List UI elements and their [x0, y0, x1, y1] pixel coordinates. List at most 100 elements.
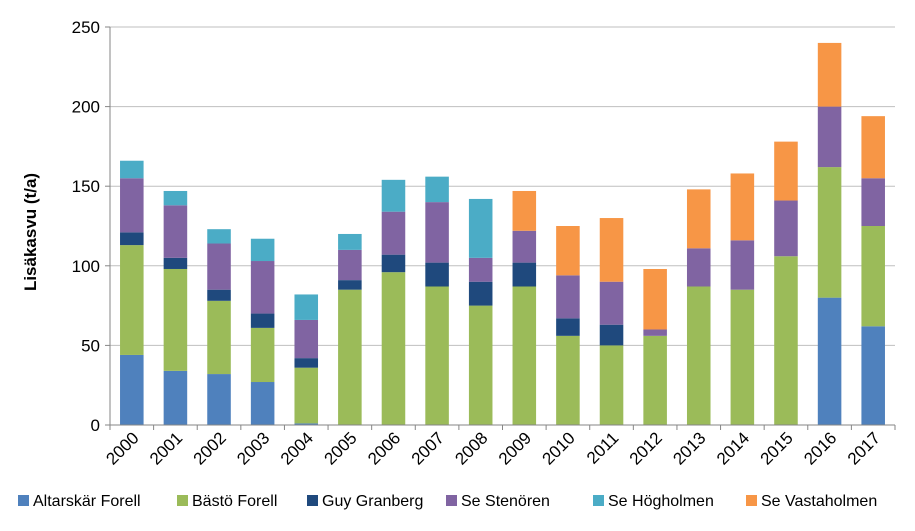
bar-segment	[381, 272, 406, 425]
x-tick-label: 2002	[190, 428, 230, 468]
bar-segment	[381, 211, 406, 255]
bar-segment	[861, 326, 885, 425]
x-tick-label: 2004	[277, 428, 317, 468]
bar-segment	[556, 318, 580, 336]
gridlines	[110, 26, 895, 346]
bar-segment	[861, 116, 885, 179]
bar-segment	[250, 238, 275, 262]
x-tick-label: 2012	[626, 428, 666, 468]
legend-label: Guy Granberg	[322, 493, 423, 510]
bar-segment	[207, 289, 231, 301]
legend-label: Se Vastaholmen	[761, 493, 877, 510]
bar-segment	[556, 226, 580, 276]
x-tick-label: 2017	[844, 428, 884, 468]
bar-segment	[468, 281, 493, 306]
bar-segment	[338, 249, 362, 281]
bars	[120, 42, 885, 425]
bar-segment	[425, 262, 449, 287]
x-tick-label: 2001	[146, 428, 186, 468]
bar-segment	[425, 202, 449, 263]
bar-segment	[686, 248, 711, 287]
legend-label: Altarskär Forell	[33, 493, 141, 510]
bar-segment	[250, 327, 275, 383]
bar-segment	[338, 289, 362, 425]
x-tick-label: 2005	[321, 428, 361, 468]
bar-segment	[643, 329, 667, 336]
bar-segment	[468, 198, 493, 258]
y-tick-label: 100	[72, 257, 100, 276]
bar-segment	[120, 160, 144, 179]
x-tick-label: 2000	[102, 428, 142, 468]
bar-segment	[861, 178, 885, 226]
legend-swatch	[593, 495, 604, 506]
bar-segment	[163, 190, 188, 206]
bar-segment	[294, 367, 319, 424]
bar-segment	[599, 281, 624, 325]
bar-segment	[250, 261, 275, 314]
x-tick-label: 2007	[408, 428, 448, 468]
bar-segment	[643, 268, 667, 330]
bar-segment	[774, 256, 798, 425]
bar-segment	[643, 335, 667, 425]
bar-segment	[468, 305, 493, 425]
legend-label: Se Stenören	[461, 493, 550, 510]
bar-segment	[425, 286, 449, 425]
bar-segment	[556, 275, 580, 319]
bar-segment	[120, 232, 144, 246]
bar-segment	[817, 167, 842, 298]
bar-segment	[730, 289, 755, 425]
bar-segment	[599, 345, 624, 425]
bar-segment	[686, 286, 711, 425]
bar-segment	[207, 243, 231, 290]
bar-segment	[338, 280, 362, 290]
x-tick-label: 2010	[539, 428, 579, 468]
bar-segment	[120, 178, 144, 233]
bar-segment	[250, 382, 275, 425]
x-tick-label: 2014	[713, 428, 753, 468]
y-tick-label: 150	[72, 177, 100, 196]
bar-segment	[730, 173, 755, 241]
bar-segment	[338, 233, 362, 250]
x-tick-label: 2009	[495, 428, 535, 468]
bar-segment	[163, 205, 188, 258]
bar-segment	[774, 200, 798, 257]
x-tick-label: 2006	[364, 428, 404, 468]
bar-segment	[120, 354, 144, 425]
bar-segment	[817, 42, 842, 107]
y-tick-label: 50	[81, 336, 100, 355]
x-tick-label: 2013	[669, 428, 709, 468]
bar-segment	[730, 240, 755, 290]
bar-segment	[817, 106, 842, 168]
bar-segment	[120, 245, 144, 355]
bar-segment	[381, 254, 406, 273]
bar-segment	[774, 141, 798, 201]
bar-segment	[294, 423, 319, 425]
x-tick-label: 2011	[583, 428, 622, 467]
bar-segment	[468, 257, 493, 282]
bar-segment	[163, 257, 188, 269]
bar-segment	[512, 190, 537, 231]
bar-segment	[163, 370, 188, 425]
bar-segment	[425, 176, 449, 203]
x-tick-label: 2003	[233, 428, 273, 468]
bar-segment	[294, 358, 319, 368]
x-tick-label: 2016	[800, 428, 840, 468]
y-tick-label: 0	[91, 416, 100, 435]
bar-segment	[381, 179, 406, 212]
bar-segment	[861, 226, 885, 327]
y-axis-label: Lisäkasvu (t/a)	[21, 173, 40, 291]
bar-segment	[163, 268, 188, 371]
bar-segment	[294, 294, 319, 320]
bar-segment	[512, 286, 537, 425]
bar-segment	[250, 313, 275, 328]
bar-segment	[207, 374, 231, 425]
y-tick-label: 200	[72, 98, 100, 117]
bar-segment	[512, 230, 537, 263]
legend-swatch	[18, 495, 29, 506]
bar-segment	[207, 229, 231, 244]
bar-segment	[207, 300, 231, 375]
bar-segment	[556, 335, 580, 425]
legend-label: Se Högholmen	[608, 493, 714, 510]
